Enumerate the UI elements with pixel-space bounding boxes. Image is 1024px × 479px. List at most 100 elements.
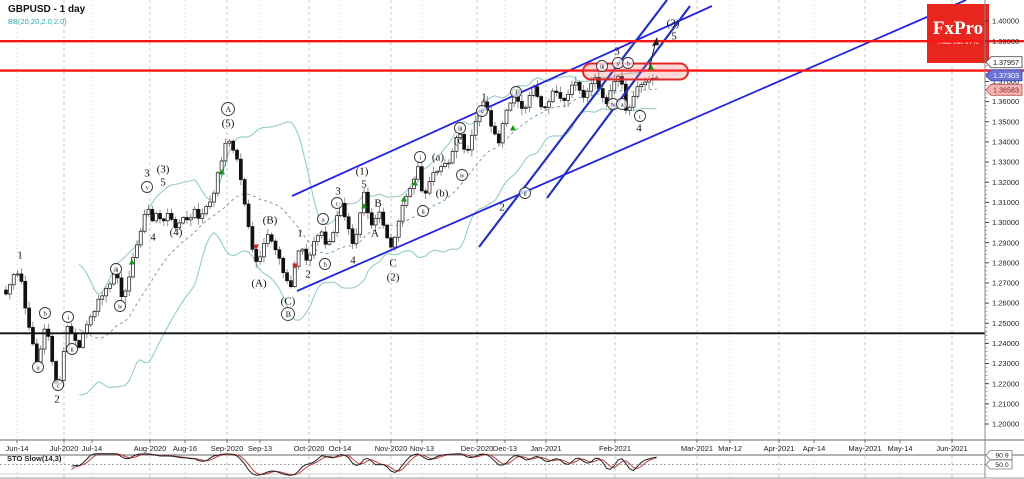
candle-body <box>362 191 366 214</box>
price-tick-label: 1.26000 <box>992 299 1019 308</box>
price-tick-label: 1.32000 <box>992 178 1019 187</box>
candle-body <box>235 149 239 160</box>
candle-body <box>262 243 266 258</box>
candle-body <box>285 272 289 282</box>
stochastic-panel[interactable] <box>0 453 985 476</box>
candle-body <box>188 217 193 221</box>
wave-circle <box>596 60 608 72</box>
bb-middle-band <box>78 88 657 339</box>
candles <box>4 70 659 388</box>
candle-body <box>138 230 143 246</box>
candle-body <box>19 273 24 282</box>
candle-body <box>61 351 66 381</box>
candle-body <box>419 166 424 192</box>
fxpro-tagline-text: Trade Like a Pro <box>937 40 978 46</box>
candle-body <box>312 241 316 256</box>
candle-body <box>239 158 243 180</box>
time-tick-label: Oct-2020 <box>294 444 325 453</box>
candle-body <box>173 219 178 229</box>
candle-body <box>150 208 155 222</box>
wave-circle <box>414 151 426 163</box>
candle-body <box>104 288 108 297</box>
wave-label: (2) <box>387 272 400 284</box>
candle-body <box>400 204 405 222</box>
price-axis[interactable]: 1.40000 1.39000 1.37000 1.36000 1.35000 1.340… <box>985 17 1023 429</box>
candle-body <box>11 274 16 286</box>
wave-circle <box>476 105 488 117</box>
candle-body <box>242 179 247 205</box>
wave-circle <box>221 102 235 116</box>
wave-circle <box>454 122 466 134</box>
wave-label: A <box>371 228 379 240</box>
wave-circle <box>114 300 126 312</box>
price-tick-label: 1.39000 <box>992 37 1019 46</box>
sell-signal-arrow <box>292 263 298 269</box>
price-tick-label: 1.33000 <box>992 158 1019 167</box>
trendline-channel <box>291 5 713 197</box>
candle-body <box>131 257 135 278</box>
wave-circle <box>622 57 634 69</box>
price-tick-label: 1.31000 <box>992 198 1019 207</box>
candle-body <box>643 81 647 86</box>
time-axis[interactable]: Jun-14 Jul-2020 Jul-14 Aug-2020 Aug-16 Sep-20… <box>6 440 968 453</box>
candle-body <box>454 137 459 152</box>
wave-circle <box>616 98 628 110</box>
candle-body <box>4 289 8 295</box>
bollinger-bands <box>78 68 657 396</box>
wave-label: 1 <box>17 250 23 262</box>
wave-circled-label: iii <box>114 266 119 273</box>
wave-circle <box>66 343 78 355</box>
wave-label: (a) <box>432 152 445 164</box>
candle-body <box>416 166 420 180</box>
stoch-tag-text: 50.0 <box>995 462 1008 469</box>
candle-body <box>227 140 232 144</box>
stochastic-indicator-label: STO Slow(14,3) <box>7 454 62 463</box>
candle-body <box>135 244 139 258</box>
price-tag-ask-shape <box>985 83 1023 96</box>
projection-arrow-head <box>652 37 659 46</box>
wave-circle <box>141 181 153 193</box>
candle-body <box>69 326 74 334</box>
candle-body <box>550 90 555 103</box>
horizontal-lines <box>0 39 1024 335</box>
candle-body <box>200 213 205 219</box>
candle-body <box>446 162 451 165</box>
candle-body <box>215 172 220 194</box>
price-tick-label: 1.27000 <box>992 279 1019 288</box>
wave-label: 2 <box>54 394 60 406</box>
candle-body <box>92 310 97 318</box>
candle-body <box>127 276 132 292</box>
candle-body <box>527 95 532 108</box>
wave-label: 4 <box>150 232 156 244</box>
wave-circle <box>281 307 295 321</box>
chart-title-block: GBPUSD - 1 day BB(20,20,2.0,2.0) <box>8 4 85 26</box>
candle-body <box>316 235 320 242</box>
candle-body <box>431 172 436 182</box>
candle-body <box>508 102 513 111</box>
wave-label: 4 <box>636 123 642 135</box>
candle-body <box>300 248 305 252</box>
candle-body <box>50 336 55 362</box>
candle-body <box>593 77 597 85</box>
bb-lower-band <box>79 105 657 396</box>
wave-label: 3 <box>335 186 341 198</box>
price-tick-label: 1.36000 <box>992 97 1019 106</box>
candle-body <box>377 211 382 219</box>
wave-label: (A) <box>251 278 267 290</box>
wave-circled-label: b <box>44 310 47 317</box>
candle-body <box>277 249 282 259</box>
candle-body <box>589 83 594 92</box>
wave-label: 2 <box>305 269 311 281</box>
wave-circle <box>634 110 646 122</box>
candle-body <box>535 86 540 97</box>
wave-circled-label: a <box>322 216 325 223</box>
time-tick-label: Jun-14 <box>6 444 29 453</box>
time-tick-label: Feb-2021 <box>599 444 631 453</box>
candle-body <box>612 81 617 92</box>
candle-body <box>558 92 563 99</box>
candle-body <box>443 162 447 167</box>
candle-body <box>381 211 386 226</box>
time-tick-label: Jul-2020 <box>50 444 79 453</box>
price-tick-label: 1.40000 <box>992 17 1019 26</box>
